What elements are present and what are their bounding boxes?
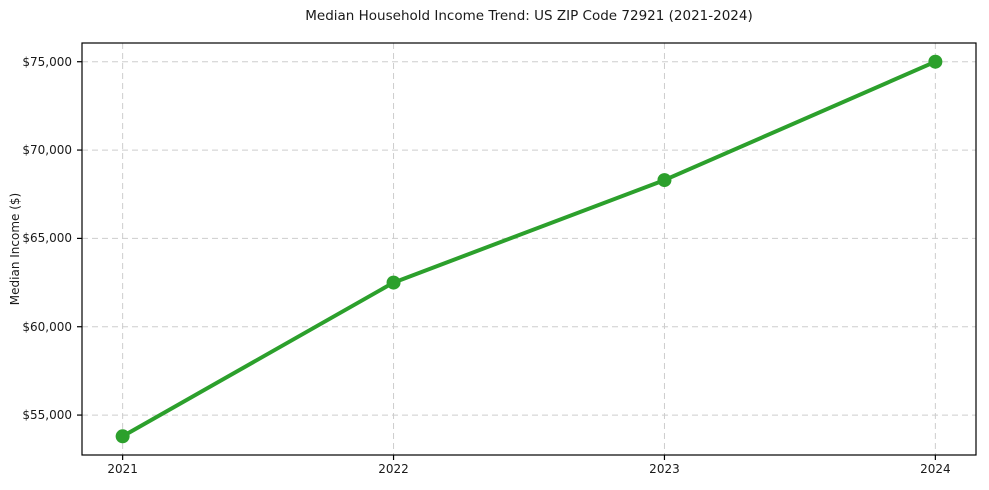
plot-box-spines bbox=[81, 42, 977, 456]
data-point-marker bbox=[657, 173, 672, 188]
income-trend-line bbox=[120, 59, 938, 439]
data-point-marker bbox=[386, 275, 401, 290]
data-point-marker bbox=[115, 429, 130, 444]
chart-title: Median Household Income Trend: US ZIP Co… bbox=[305, 8, 753, 24]
data-point-marker bbox=[928, 54, 943, 69]
